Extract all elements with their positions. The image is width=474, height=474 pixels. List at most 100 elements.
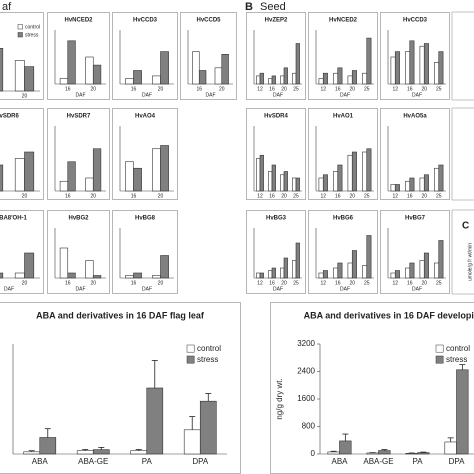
- bar: [390, 56, 396, 85]
- panel-frame: [112, 108, 178, 200]
- bar: [322, 72, 328, 85]
- bar: [434, 167, 440, 192]
- chart-title: HvAO5a: [403, 114, 427, 120]
- x-tick-label: ABA-GE: [363, 457, 393, 466]
- bar: [318, 78, 324, 85]
- bar: [283, 67, 288, 85]
- bar: [152, 148, 161, 192]
- bar: [295, 177, 300, 192]
- legend-label: stress: [446, 355, 467, 364]
- x-axis-label: DAF: [76, 92, 86, 98]
- x-tick-label: PA: [142, 457, 153, 466]
- panel-frame: [308, 108, 378, 200]
- bar: [259, 154, 264, 192]
- bar: [405, 51, 411, 85]
- panel-frame: [380, 108, 450, 200]
- x-tick-label: ABA-GE: [78, 457, 108, 466]
- x-tick-label: 16: [335, 193, 341, 199]
- bar: [268, 78, 273, 85]
- bar: [133, 70, 142, 85]
- legend-swatch: [17, 32, 23, 38]
- chart-title: ABA and derivatives in 16 DAF flag leaf: [36, 310, 205, 320]
- x-tick-label: 20: [421, 86, 427, 92]
- chart-title: HvAO4: [135, 114, 156, 120]
- chart: HvCCD3 16 20 DAF: [112, 12, 178, 100]
- bar: [409, 177, 415, 192]
- bar: [24, 66, 35, 92]
- panel-frame: [451, 107, 474, 201]
- bar: [362, 72, 368, 85]
- chart: HvCCD3 12 16 20 25 DAF: [380, 12, 450, 100]
- x-tick-label: 16: [269, 280, 275, 286]
- panel-frame: [451, 11, 474, 101]
- chart-title: HvZEP2: [265, 18, 288, 24]
- panel-frame: [308, 12, 378, 100]
- bar: [292, 260, 297, 279]
- bar: [333, 72, 339, 85]
- leaf-label: af: [2, 1, 12, 13]
- bar: [438, 240, 444, 279]
- legend-swatch: [435, 344, 444, 353]
- legend-label: control: [446, 344, 470, 353]
- chart: HvSDR7 16 20: [47, 108, 110, 200]
- x-tick-label: 25: [293, 280, 299, 286]
- bar: [292, 72, 297, 85]
- bar: [67, 161, 76, 192]
- x-tick-label: 12: [392, 280, 398, 286]
- bar: [444, 441, 457, 455]
- bar: [280, 267, 285, 279]
- bar: [76, 450, 94, 455]
- bar: [423, 43, 429, 85]
- x-tick-label: 20: [421, 280, 427, 286]
- bar: [333, 171, 339, 192]
- bar: [256, 75, 261, 85]
- chart: HvAO4 16 20: [112, 108, 178, 200]
- bar: [280, 75, 285, 85]
- bar: [271, 164, 276, 192]
- panel-frame: [0, 12, 44, 100]
- y-tick-label: 3200: [297, 339, 315, 348]
- x-tick-label: 20: [281, 86, 287, 92]
- bar: [333, 267, 339, 279]
- bar: [130, 450, 148, 455]
- x-tick-label: 16: [335, 280, 341, 286]
- bar: [337, 164, 343, 192]
- bar: [295, 43, 300, 85]
- legend-label: control: [197, 344, 221, 353]
- chart: HvBG2 16 20 DAF: [47, 210, 110, 294]
- chart-title: HvBG7: [405, 216, 426, 222]
- x-tick-label: 20: [158, 193, 164, 199]
- x-axis-label: DAF: [412, 286, 422, 292]
- x-tick-label: 16: [131, 193, 137, 199]
- bar: [0, 272, 4, 279]
- x-tick-label: 20: [281, 193, 287, 199]
- bar: [39, 437, 57, 455]
- bar: [146, 387, 164, 455]
- bar: [295, 242, 300, 279]
- chart: HvNCED2 12 16 20 25 DAF: [308, 12, 378, 100]
- legend-swatch: [186, 344, 195, 353]
- x-tick-label: 20: [421, 193, 427, 199]
- chart-title: HvNCED2: [64, 18, 93, 24]
- chart: ABA and derivatives in 16 DAF developing…: [270, 302, 474, 474]
- bar: [322, 174, 328, 192]
- bar: [0, 47, 4, 92]
- x-tick-label: 16: [407, 86, 413, 92]
- bar: [417, 452, 430, 455]
- bar: [85, 56, 94, 85]
- seed-label: Seed: [260, 1, 286, 13]
- chart-title: HvCCD3: [403, 18, 428, 24]
- x-axis-label: DAF: [142, 286, 152, 292]
- panel-frame: [246, 108, 306, 200]
- legend-swatch: [17, 24, 23, 30]
- x-tick-label: DPA: [449, 457, 466, 466]
- bar: [152, 275, 161, 279]
- x-tick-label: 25: [436, 86, 442, 92]
- bar: [409, 40, 415, 85]
- bar: [347, 154, 353, 192]
- x-axis-label: DAF: [76, 286, 86, 292]
- x-tick-label: 12: [392, 193, 398, 199]
- bar: [160, 51, 169, 85]
- chart: HvSDR4 12 16 20 25: [246, 108, 306, 200]
